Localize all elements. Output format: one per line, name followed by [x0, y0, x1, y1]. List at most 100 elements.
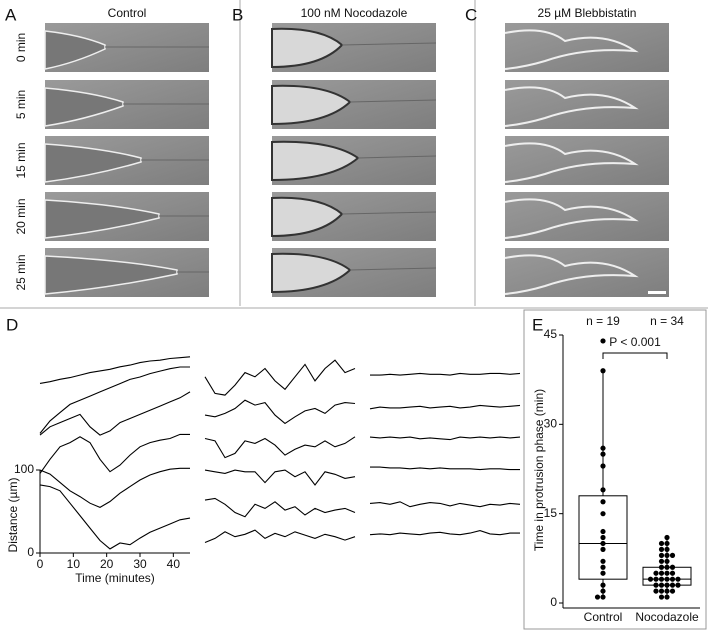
cell: [504, 198, 639, 239]
data-point: [600, 588, 606, 594]
time-label: 20 min: [14, 198, 28, 234]
annotation: n = 19: [586, 314, 620, 328]
significance-bracket: [602, 352, 668, 359]
panel-e-frame: [523, 309, 707, 630]
x-axis-label: Time (minutes): [75, 571, 155, 585]
data-point: [658, 582, 665, 588]
process: [349, 99, 437, 103]
cell: [44, 143, 142, 183]
data-point: [600, 570, 606, 576]
process: [341, 211, 437, 215]
cell: [504, 142, 639, 183]
data-point: [600, 540, 606, 547]
panel-title: Control: [108, 6, 147, 20]
data-point: [669, 576, 676, 582]
box: [642, 566, 692, 586]
data-point: [664, 540, 670, 547]
cell: [271, 27, 344, 69]
cell: [504, 254, 639, 295]
micrograph: [504, 248, 669, 297]
data-point: [600, 368, 606, 374]
process: [341, 42, 437, 46]
data-point: [664, 588, 670, 594]
x-tick-label: 0: [37, 557, 44, 571]
data-point: [653, 588, 659, 594]
trace: [39, 391, 191, 436]
panel-letter: C: [465, 5, 477, 24]
annotation: P < 0.001: [609, 335, 661, 349]
data-point: [669, 588, 676, 594]
data-point: [658, 570, 665, 576]
panel-letter: B: [232, 5, 243, 24]
panel-letter: D: [6, 315, 18, 334]
data-point: [664, 558, 670, 564]
x-tick-label: Control: [584, 610, 623, 624]
micrograph: [44, 248, 209, 297]
panel-title: 100 nM Nocodazole: [301, 6, 408, 20]
data-point: [664, 594, 670, 600]
cell: [271, 140, 360, 182]
cell: [504, 86, 639, 127]
micrograph: [44, 23, 209, 72]
data-point: [600, 534, 606, 541]
data-point: [600, 463, 606, 469]
data-point: [664, 570, 670, 576]
scale-bar: [648, 291, 666, 294]
x-tick-label: 20: [100, 557, 114, 571]
trace: [204, 436, 356, 459]
trace: [369, 436, 521, 441]
time-label: 0 min: [14, 33, 28, 62]
data-point: [600, 499, 606, 505]
micrograph: [504, 192, 669, 241]
data-point: [658, 552, 665, 558]
data-point: [669, 570, 676, 576]
process: [349, 267, 437, 271]
x-tick-label: 10: [67, 557, 81, 571]
data-point: [653, 582, 659, 588]
micrograph: [504, 80, 669, 129]
trace: [39, 484, 191, 550]
panel-title: 25 µM Blebbistatin: [538, 6, 637, 20]
data-point: [600, 594, 606, 600]
cell: [271, 196, 344, 238]
trace: [39, 366, 190, 434]
cell: [44, 199, 160, 239]
y-tick-label: 45: [544, 327, 558, 341]
micrograph: [271, 248, 437, 297]
trace: [369, 404, 521, 410]
trace: [369, 530, 520, 536]
micrograph: [44, 192, 209, 241]
data-point: [600, 546, 606, 553]
data-point: [658, 588, 665, 594]
x-tick-label: Nocodazole: [635, 610, 699, 624]
data-point: [669, 582, 676, 588]
trace: [204, 529, 356, 544]
data-point: [600, 445, 606, 451]
y-axis-label: Distance (µm): [6, 478, 20, 553]
micrograph: [44, 80, 209, 129]
panel-letter: E: [532, 315, 543, 334]
data-point: [658, 594, 665, 600]
y-tick-label: 0: [550, 595, 557, 609]
trace: [369, 501, 521, 508]
trace: [204, 399, 356, 425]
time-label: 25 min: [14, 254, 28, 290]
data-point: [594, 594, 601, 600]
time-label: 5 min: [14, 90, 28, 119]
data-point: [600, 511, 606, 517]
data-point: [658, 540, 665, 547]
y-axis-label: Time in protrusion phase (min): [532, 389, 546, 551]
y-tick-label: 15: [544, 506, 558, 520]
time-label: 15 min: [14, 142, 28, 178]
micrograph: [504, 136, 669, 185]
data-point: [658, 564, 665, 570]
data-point: [664, 576, 670, 582]
y-tick-label: 100: [14, 462, 34, 476]
data-point: [600, 528, 606, 535]
data-point: [600, 558, 606, 564]
data-point: [675, 576, 681, 582]
annotation: n = 34: [650, 314, 684, 328]
data-point: [664, 552, 670, 558]
trace: [39, 356, 191, 384]
